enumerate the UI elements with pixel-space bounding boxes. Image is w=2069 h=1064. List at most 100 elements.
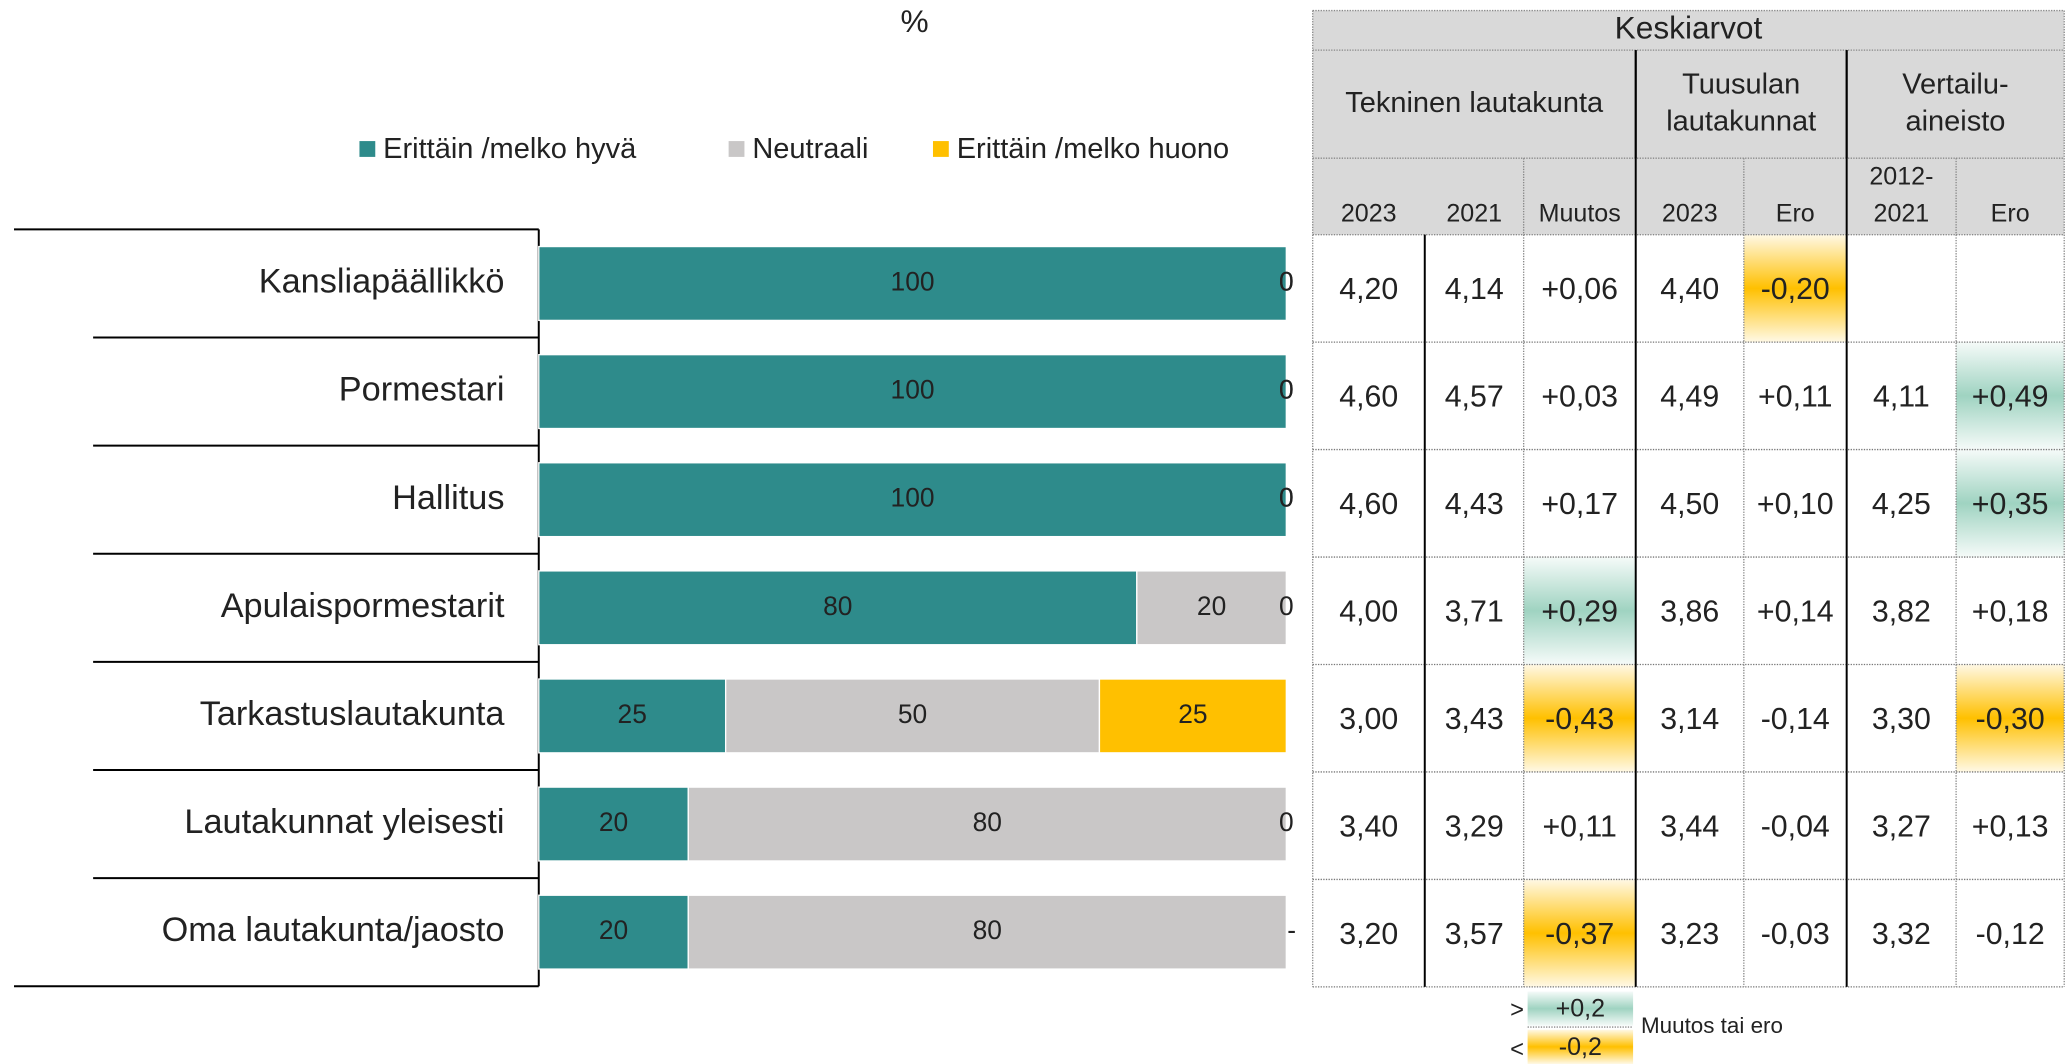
table-cell: 3,14 <box>1660 703 1719 736</box>
data-label: 0 <box>1279 375 1294 405</box>
data-label: 20 <box>599 915 628 945</box>
legend-sign: > <box>1510 998 1524 1024</box>
data-label: 25 <box>1178 699 1207 729</box>
data-label: - <box>1287 915 1296 945</box>
data-label: 100 <box>891 483 935 513</box>
legend-sign: < <box>1510 1037 1524 1063</box>
bar-segment <box>687 786 1287 862</box>
table-cell: 4,14 <box>1445 273 1504 306</box>
table-cell: +0,18 <box>1972 595 2049 628</box>
legend-box <box>1527 991 1634 1026</box>
table-cell: +0,03 <box>1541 381 1618 414</box>
column-header: Ero <box>1991 200 2030 228</box>
bar-segment <box>724 678 1101 754</box>
bar-segment <box>538 462 1287 538</box>
highlight-cell <box>1956 449 2065 558</box>
legend-box <box>1527 1029 1634 1064</box>
chart-title: % <box>900 3 928 39</box>
column-header: 2021 <box>1446 200 1502 228</box>
table-cell: 3,00 <box>1339 703 1398 736</box>
table-cell: -0,43 <box>1545 703 1614 736</box>
bar-segment <box>1136 570 1287 646</box>
group-header: aineisto <box>1905 105 2005 137</box>
legend-caption: Muutos tai ero <box>1641 1013 1783 1038</box>
category-label: Pormestari <box>339 371 505 409</box>
group-header: lautakunnat <box>1666 105 1816 137</box>
table-cell: 3,44 <box>1660 810 1719 843</box>
table-cell: 4,20 <box>1339 273 1398 306</box>
table-cell: 4,60 <box>1339 488 1398 521</box>
table-cell: +0,10 <box>1757 488 1834 521</box>
legend-label: Erittäin /melko huono <box>957 133 1229 165</box>
column-header: 2012- <box>1869 163 1933 191</box>
table-cell: 3,27 <box>1872 810 1931 843</box>
data-label: 80 <box>973 807 1002 837</box>
legend-label: Neutraali <box>752 133 868 165</box>
table-cell: 3,86 <box>1660 595 1719 628</box>
highlight-cell <box>1956 664 2065 772</box>
column-header: Muutos <box>1539 200 1621 228</box>
table-cell: +0,49 <box>1972 381 2049 414</box>
table-cell: -0,30 <box>1976 703 2045 736</box>
highlight-cell <box>1523 557 1636 665</box>
column-header: Ero <box>1776 200 1815 228</box>
data-label: 100 <box>891 266 935 296</box>
data-label: 0 <box>1279 483 1294 513</box>
category-label: Lautakunnat yleisesti <box>184 803 504 841</box>
table-cell: 3,40 <box>1339 810 1398 843</box>
group-header: Vertailu- <box>1902 68 2008 100</box>
data-label: 100 <box>891 375 935 405</box>
table-cell: 4,60 <box>1339 381 1398 414</box>
table-cell: +0,06 <box>1541 273 1618 306</box>
bar-segment <box>538 678 727 754</box>
data-label: 50 <box>898 699 927 729</box>
table-cell: +0,35 <box>1972 488 2049 521</box>
table-cell: 3,32 <box>1872 918 1931 951</box>
column-header: 2023 <box>1341 200 1397 228</box>
legend-value: +0,2 <box>1556 995 1605 1023</box>
category-label: Kansliapäällikkö <box>259 263 505 301</box>
data-label: 0 <box>1279 807 1294 837</box>
table-cell: +0,29 <box>1541 595 1618 628</box>
table-cell: -0,12 <box>1976 918 2045 951</box>
table-cell: +0,11 <box>1542 810 1616 843</box>
table-cell: 4,57 <box>1445 381 1504 414</box>
data-label: 0 <box>1279 375 1294 405</box>
legend-value: -0,2 <box>1559 1033 1602 1061</box>
category-label: Hallitus <box>392 479 504 517</box>
group-header: Tuusulan <box>1682 68 1800 100</box>
category-label: Tarkastuslautakunta <box>200 695 506 733</box>
data-label: 0 <box>1279 266 1294 296</box>
table-cell: 3,29 <box>1445 810 1504 843</box>
category-label: Apulaispormestarit <box>221 587 505 625</box>
table-cell: +0,17 <box>1541 488 1618 521</box>
legend-swatch <box>932 141 949 157</box>
table-cell: +0,14 <box>1757 595 1834 628</box>
data-label: 20 <box>1197 591 1226 621</box>
highlight-cell <box>1523 664 1636 772</box>
table-cell: 3,23 <box>1660 918 1719 951</box>
table-cell: 3,43 <box>1445 703 1504 736</box>
table-cell: -0,14 <box>1761 703 1830 736</box>
bar-segment <box>687 894 1287 970</box>
table-cell: -0,04 <box>1761 810 1830 843</box>
highlight-cell <box>1956 342 2065 450</box>
data-label: 0 <box>1279 483 1294 513</box>
column-header: 2021 <box>1874 200 1930 228</box>
data-label: 80 <box>823 591 852 621</box>
table-cell: 3,57 <box>1445 918 1504 951</box>
data-label: 25 <box>618 699 647 729</box>
table-cell: 3,82 <box>1872 595 1931 628</box>
data-label: 0 <box>1279 266 1294 296</box>
bar-segment <box>538 894 689 970</box>
bar-segment <box>538 245 1287 322</box>
table-cell: 4,50 <box>1660 488 1719 521</box>
table-cell: +0,11 <box>1758 381 1832 414</box>
highlight-cell <box>1523 879 1636 987</box>
table-cell: 3,20 <box>1339 918 1398 951</box>
data-label: 80 <box>973 915 1002 945</box>
bar-segment <box>538 786 689 862</box>
table-header-bg <box>1312 10 2065 235</box>
group-header: Tekninen lautakunta <box>1345 87 1604 119</box>
